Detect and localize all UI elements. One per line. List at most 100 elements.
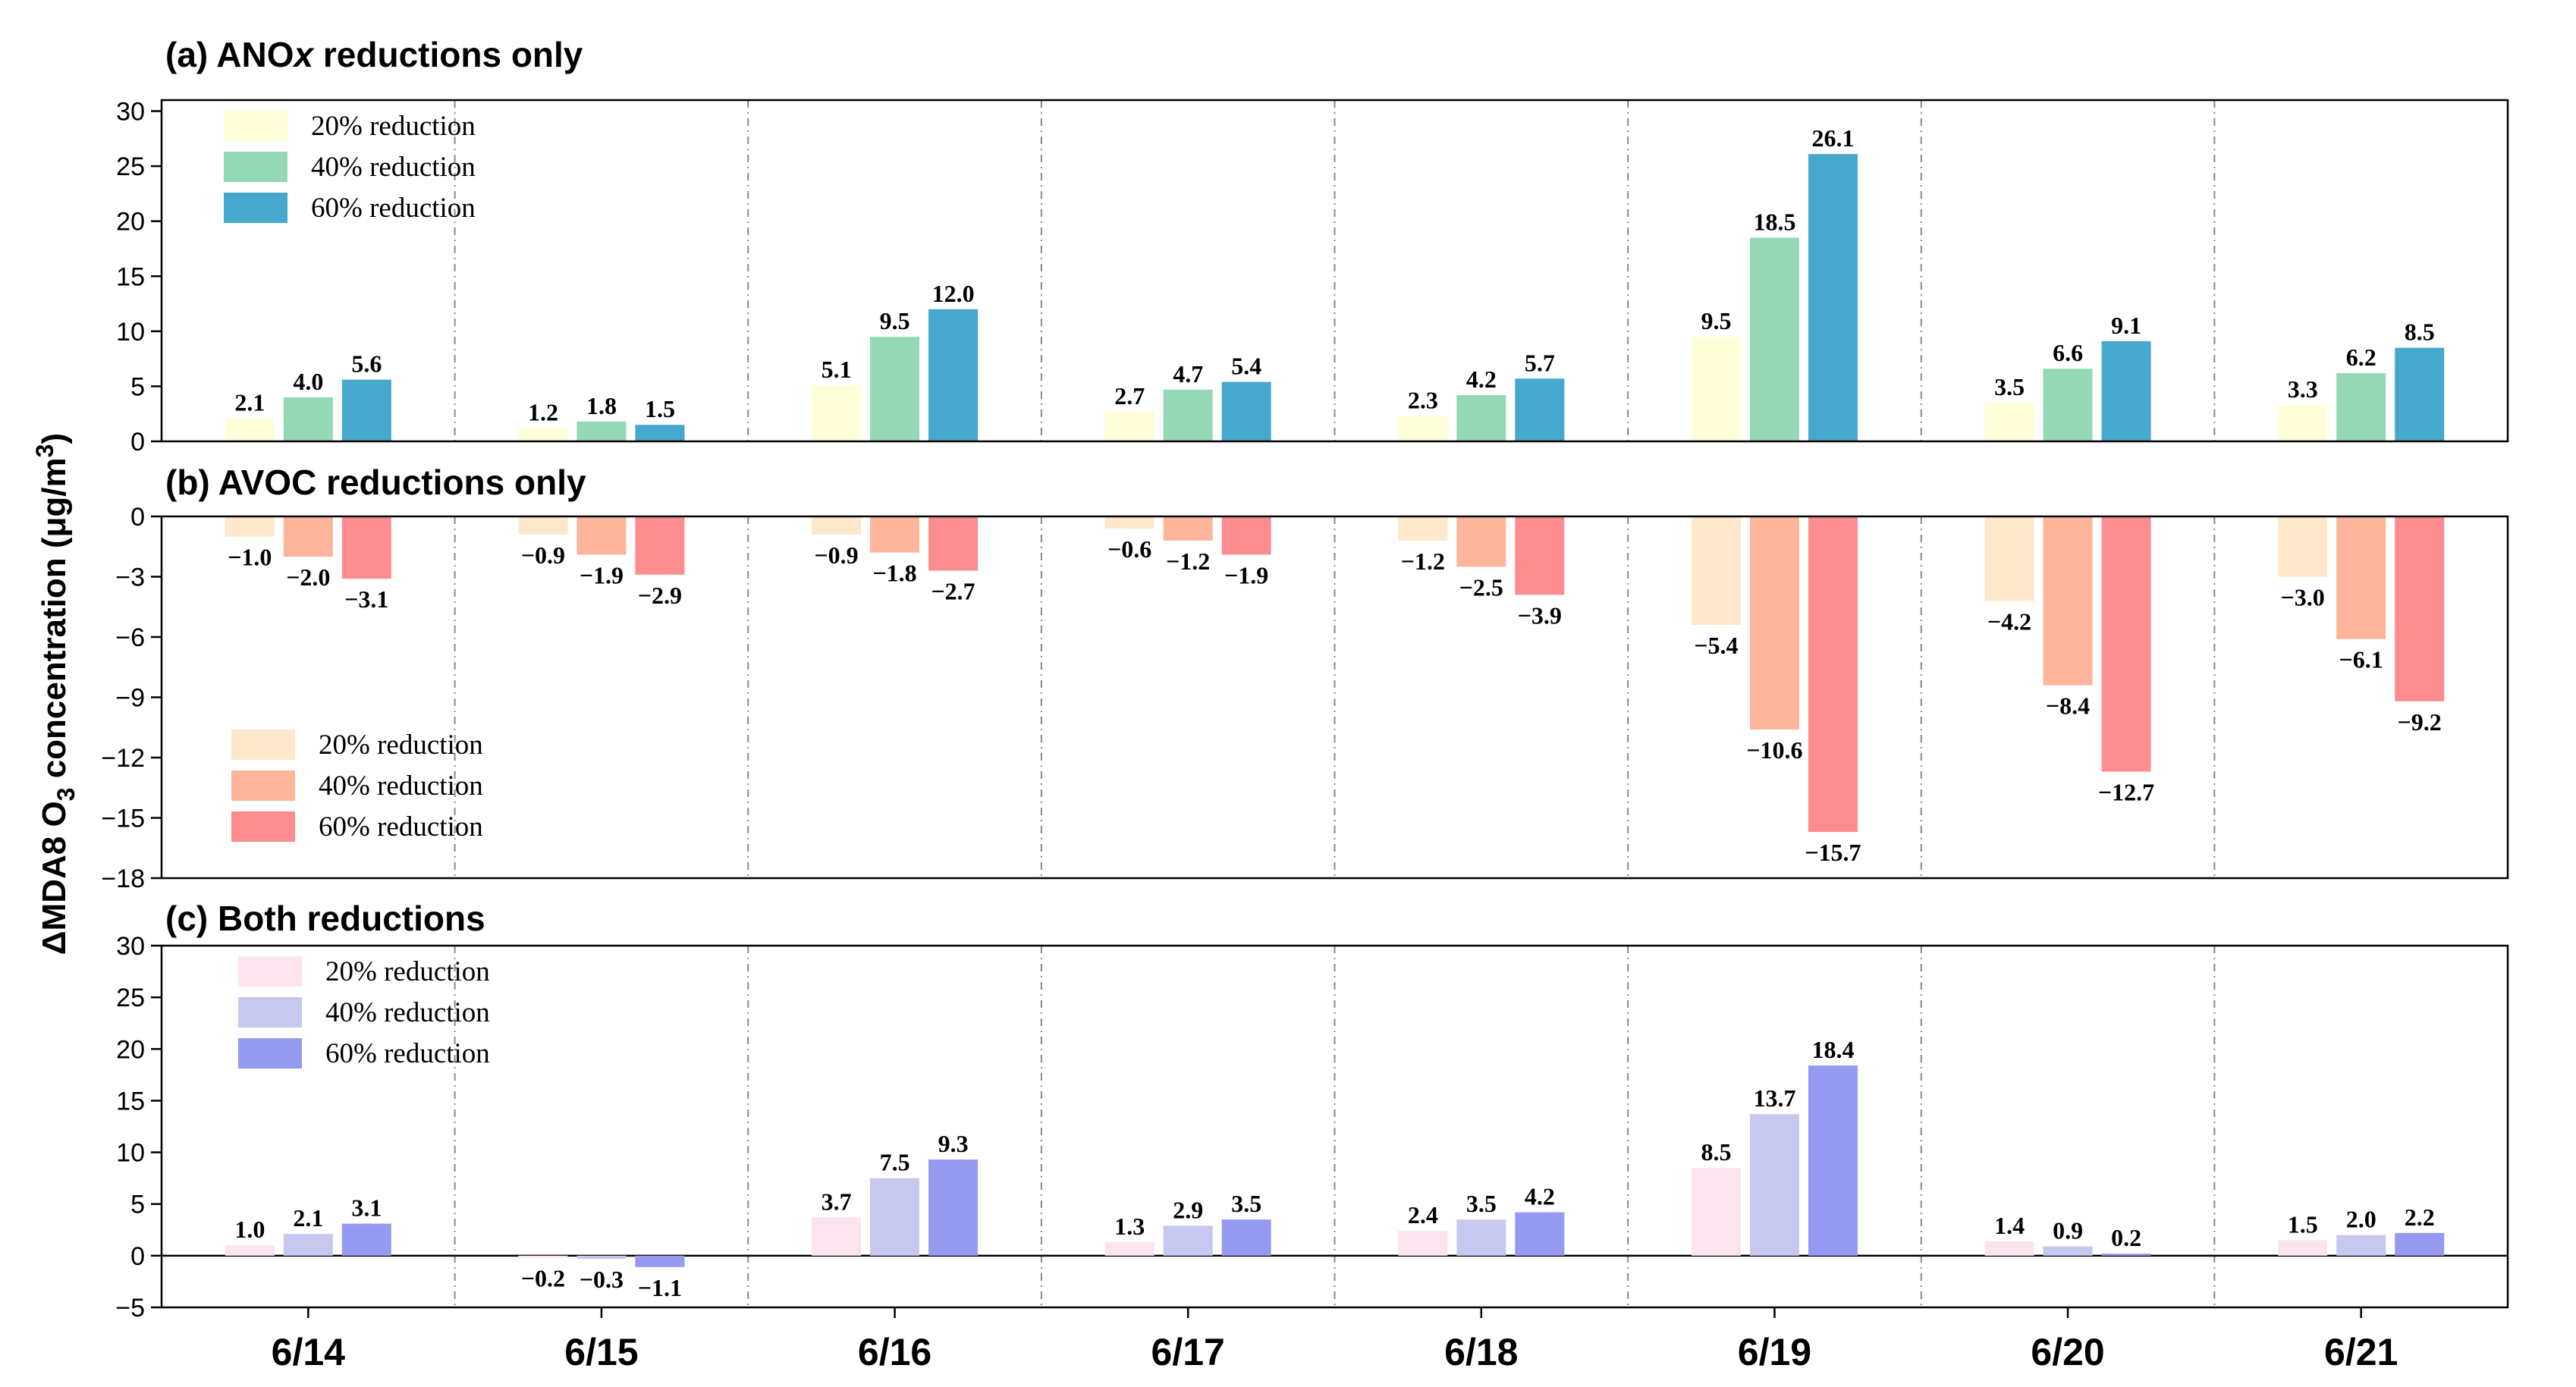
bar (518, 428, 568, 441)
bar (225, 418, 275, 441)
legend-label: 40% reduction (325, 997, 490, 1028)
bar-value-label: 9.5 (880, 307, 910, 334)
bar (341, 379, 391, 441)
bar-value-label: 4.2 (1525, 1183, 1555, 1210)
bar (1808, 516, 1858, 833)
bar (225, 516, 275, 537)
bar-value-label: −1.9 (1224, 561, 1268, 588)
bar (1398, 516, 1448, 541)
bar-value-label: −10.6 (1746, 736, 1802, 764)
bar-value-label: 13.7 (1753, 1084, 1795, 1112)
bar (1456, 395, 1506, 441)
bar (1104, 516, 1154, 529)
bar (518, 516, 568, 535)
bar (870, 337, 920, 441)
bar (1163, 1225, 1213, 1256)
bar-value-label: 1.3 (1114, 1213, 1145, 1240)
bar-value-label: −1.1 (638, 1274, 682, 1301)
y-tick-label: 25 (116, 984, 145, 1012)
bar-value-label: 5.6 (351, 350, 382, 378)
x-tick-label: 6/17 (1151, 1331, 1225, 1373)
bar-value-label: 26.1 (1811, 124, 1854, 152)
y-axis-label: ΔMDA8 O3 concentration (μg/m3) (31, 433, 80, 955)
bar-value-label: −5.4 (1694, 632, 1738, 659)
bar-value-label: −2.9 (638, 582, 682, 609)
bar (812, 516, 862, 535)
y-tick-label: 30 (116, 932, 145, 961)
legend-swatch (231, 770, 295, 801)
bar (2043, 1246, 2093, 1256)
bar (1515, 378, 1565, 441)
bar-value-label: 0.9 (2053, 1217, 2083, 1244)
x-tick-label: 6/14 (272, 1331, 346, 1373)
bar (928, 1159, 979, 1256)
bar-value-label: 2.1 (234, 389, 265, 416)
bar (1984, 1241, 2034, 1256)
bar (1749, 237, 1799, 441)
bar (2101, 340, 2151, 441)
x-tick-label: 6/16 (858, 1331, 931, 1373)
bar-value-label: −2.5 (1459, 573, 1503, 601)
bar-value-label: 3.7 (821, 1188, 852, 1215)
bar (283, 397, 333, 441)
legend-swatch (231, 811, 295, 842)
bar (812, 384, 862, 441)
bar-value-label: 3.1 (351, 1194, 382, 1222)
bar-value-label: 2.0 (2346, 1206, 2377, 1233)
bar (518, 1255, 568, 1258)
bar-value-label: −3.0 (2281, 584, 2325, 611)
bar-value-label: 8.5 (2405, 319, 2435, 346)
bar-value-label: 1.0 (234, 1216, 265, 1243)
bar (576, 421, 627, 441)
legend-label: 40% reduction (311, 152, 476, 183)
bar-value-label: −2.0 (286, 563, 330, 591)
bar (1808, 1065, 1858, 1256)
panel-title: (c) Both reductions (165, 899, 485, 938)
bar (225, 1245, 275, 1256)
bar-value-label: −1.9 (580, 561, 624, 588)
bar-value-label: 1.8 (586, 392, 617, 419)
x-tick-label: 6/15 (564, 1331, 638, 1373)
bar (635, 516, 685, 575)
bar-value-label: 1.5 (2288, 1210, 2318, 1238)
bar (928, 516, 979, 571)
bar-value-label: 9.5 (1701, 307, 1731, 334)
bar (2278, 1240, 2328, 1256)
bar (2278, 405, 2328, 441)
bar (635, 1255, 685, 1267)
y-tick-label: −6 (115, 623, 145, 652)
bar (1456, 1219, 1506, 1256)
y-tick-label: 20 (116, 208, 145, 237)
bar (928, 309, 979, 441)
bar-value-label: 7.5 (880, 1149, 910, 1176)
bar-value-label: 6.6 (2053, 339, 2083, 366)
y-tick-label: 10 (116, 318, 145, 347)
y-tick-label: 15 (116, 262, 145, 291)
bar-value-label: −1.8 (872, 560, 916, 587)
bar-value-label: 8.5 (1701, 1138, 1731, 1166)
bar-value-label: 1.2 (528, 399, 558, 426)
bar-value-label: 3.5 (1466, 1190, 1497, 1217)
panel-title: (a) ANOx reductions only (165, 35, 583, 74)
bar-value-label: 12.0 (932, 280, 975, 307)
legend-label: 60% reduction (311, 193, 476, 224)
bar (1163, 389, 1213, 441)
bar-value-label: −1.0 (228, 544, 272, 571)
y-tick-label: −15 (101, 805, 145, 833)
legend-swatch (238, 997, 302, 1028)
legend-swatch (224, 111, 287, 141)
bar (283, 1234, 333, 1256)
y-tick-label: 5 (130, 372, 145, 401)
bar-value-label: 3.5 (1994, 373, 2025, 400)
y-tick-label: 30 (116, 98, 145, 127)
y-tick-label: 20 (116, 1035, 145, 1064)
bar-value-label: −4.2 (1987, 607, 2031, 635)
bar-value-label: 0.2 (2111, 1224, 2141, 1251)
y-tick-label: −5 (115, 1294, 145, 1323)
bar (1163, 516, 1213, 541)
y-tick-label: 5 (130, 1191, 145, 1219)
bar-value-label: −0.6 (1107, 535, 1151, 563)
bar (635, 425, 685, 441)
bar (1984, 403, 2034, 441)
bar (1104, 411, 1154, 441)
